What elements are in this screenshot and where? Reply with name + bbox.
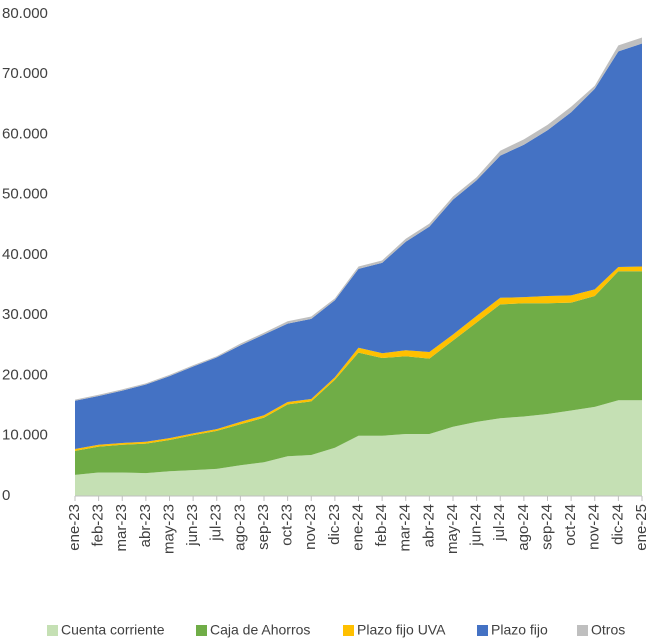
- x-tick-label: dic-23: [326, 504, 343, 545]
- y-tick-label: 10.000: [2, 427, 48, 444]
- x-tick-label: ago-23: [231, 504, 248, 551]
- legend-swatch: [196, 625, 207, 636]
- x-tick-label: jul-24: [491, 504, 508, 542]
- x-tick-label: oct-23: [279, 504, 296, 546]
- legend-label: Plazo fijo: [491, 622, 548, 638]
- y-tick-label: 50.000: [2, 186, 48, 203]
- x-tick-label: mar-23: [113, 504, 130, 552]
- x-tick-label: abr-23: [137, 504, 154, 547]
- legend-swatch: [477, 625, 488, 636]
- area: [75, 400, 642, 496]
- x-tick-label: jul-23: [208, 504, 225, 542]
- x-tick-label: ago-24: [515, 504, 532, 551]
- y-tick-label: 20.000: [2, 366, 48, 383]
- x-tick-label: ene-25: [633, 504, 650, 551]
- x-tick-label: ene-23: [66, 504, 83, 551]
- legend-label: Otros: [591, 622, 625, 638]
- x-tick-label: jun-24: [468, 504, 485, 547]
- legend-label: Caja de Ahorros: [210, 622, 310, 638]
- x-tick-label: feb-23: [90, 504, 107, 547]
- x-tick-label: jun-23: [184, 504, 201, 547]
- x-tick-label: feb-24: [373, 504, 390, 547]
- y-tick-label: 80.000: [2, 5, 48, 22]
- x-tick-label: oct-24: [562, 504, 579, 546]
- x-tick-label: abr-24: [420, 504, 437, 547]
- x-tick-label: may-23: [160, 504, 177, 554]
- x-tick-label: sep-24: [538, 504, 555, 550]
- x-tick-label: dic-24: [609, 504, 626, 545]
- x-tick-label: may-24: [444, 504, 461, 554]
- area: [75, 43, 642, 450]
- y-tick-label: 60.000: [2, 125, 48, 142]
- y-tick-label: 70.000: [2, 65, 48, 82]
- x-tick-label: nov-23: [302, 504, 319, 550]
- x-tick-label: nov-24: [586, 504, 603, 550]
- x-tick-label: sep-23: [255, 504, 272, 550]
- x-tick-label: ene-24: [349, 504, 366, 551]
- y-tick-label: 40.000: [2, 246, 48, 263]
- area: [75, 271, 642, 475]
- legend-swatch: [47, 625, 58, 636]
- x-tick-label: mar-24: [397, 504, 414, 552]
- legend-swatch: [577, 625, 588, 636]
- legend-label: Plazo fijo UVA: [357, 622, 446, 638]
- y-tick-label: 0: [2, 487, 10, 504]
- legend-label: Cuenta corriente: [61, 622, 165, 638]
- legend-swatch: [343, 625, 354, 636]
- y-tick-label: 30.000: [2, 306, 48, 323]
